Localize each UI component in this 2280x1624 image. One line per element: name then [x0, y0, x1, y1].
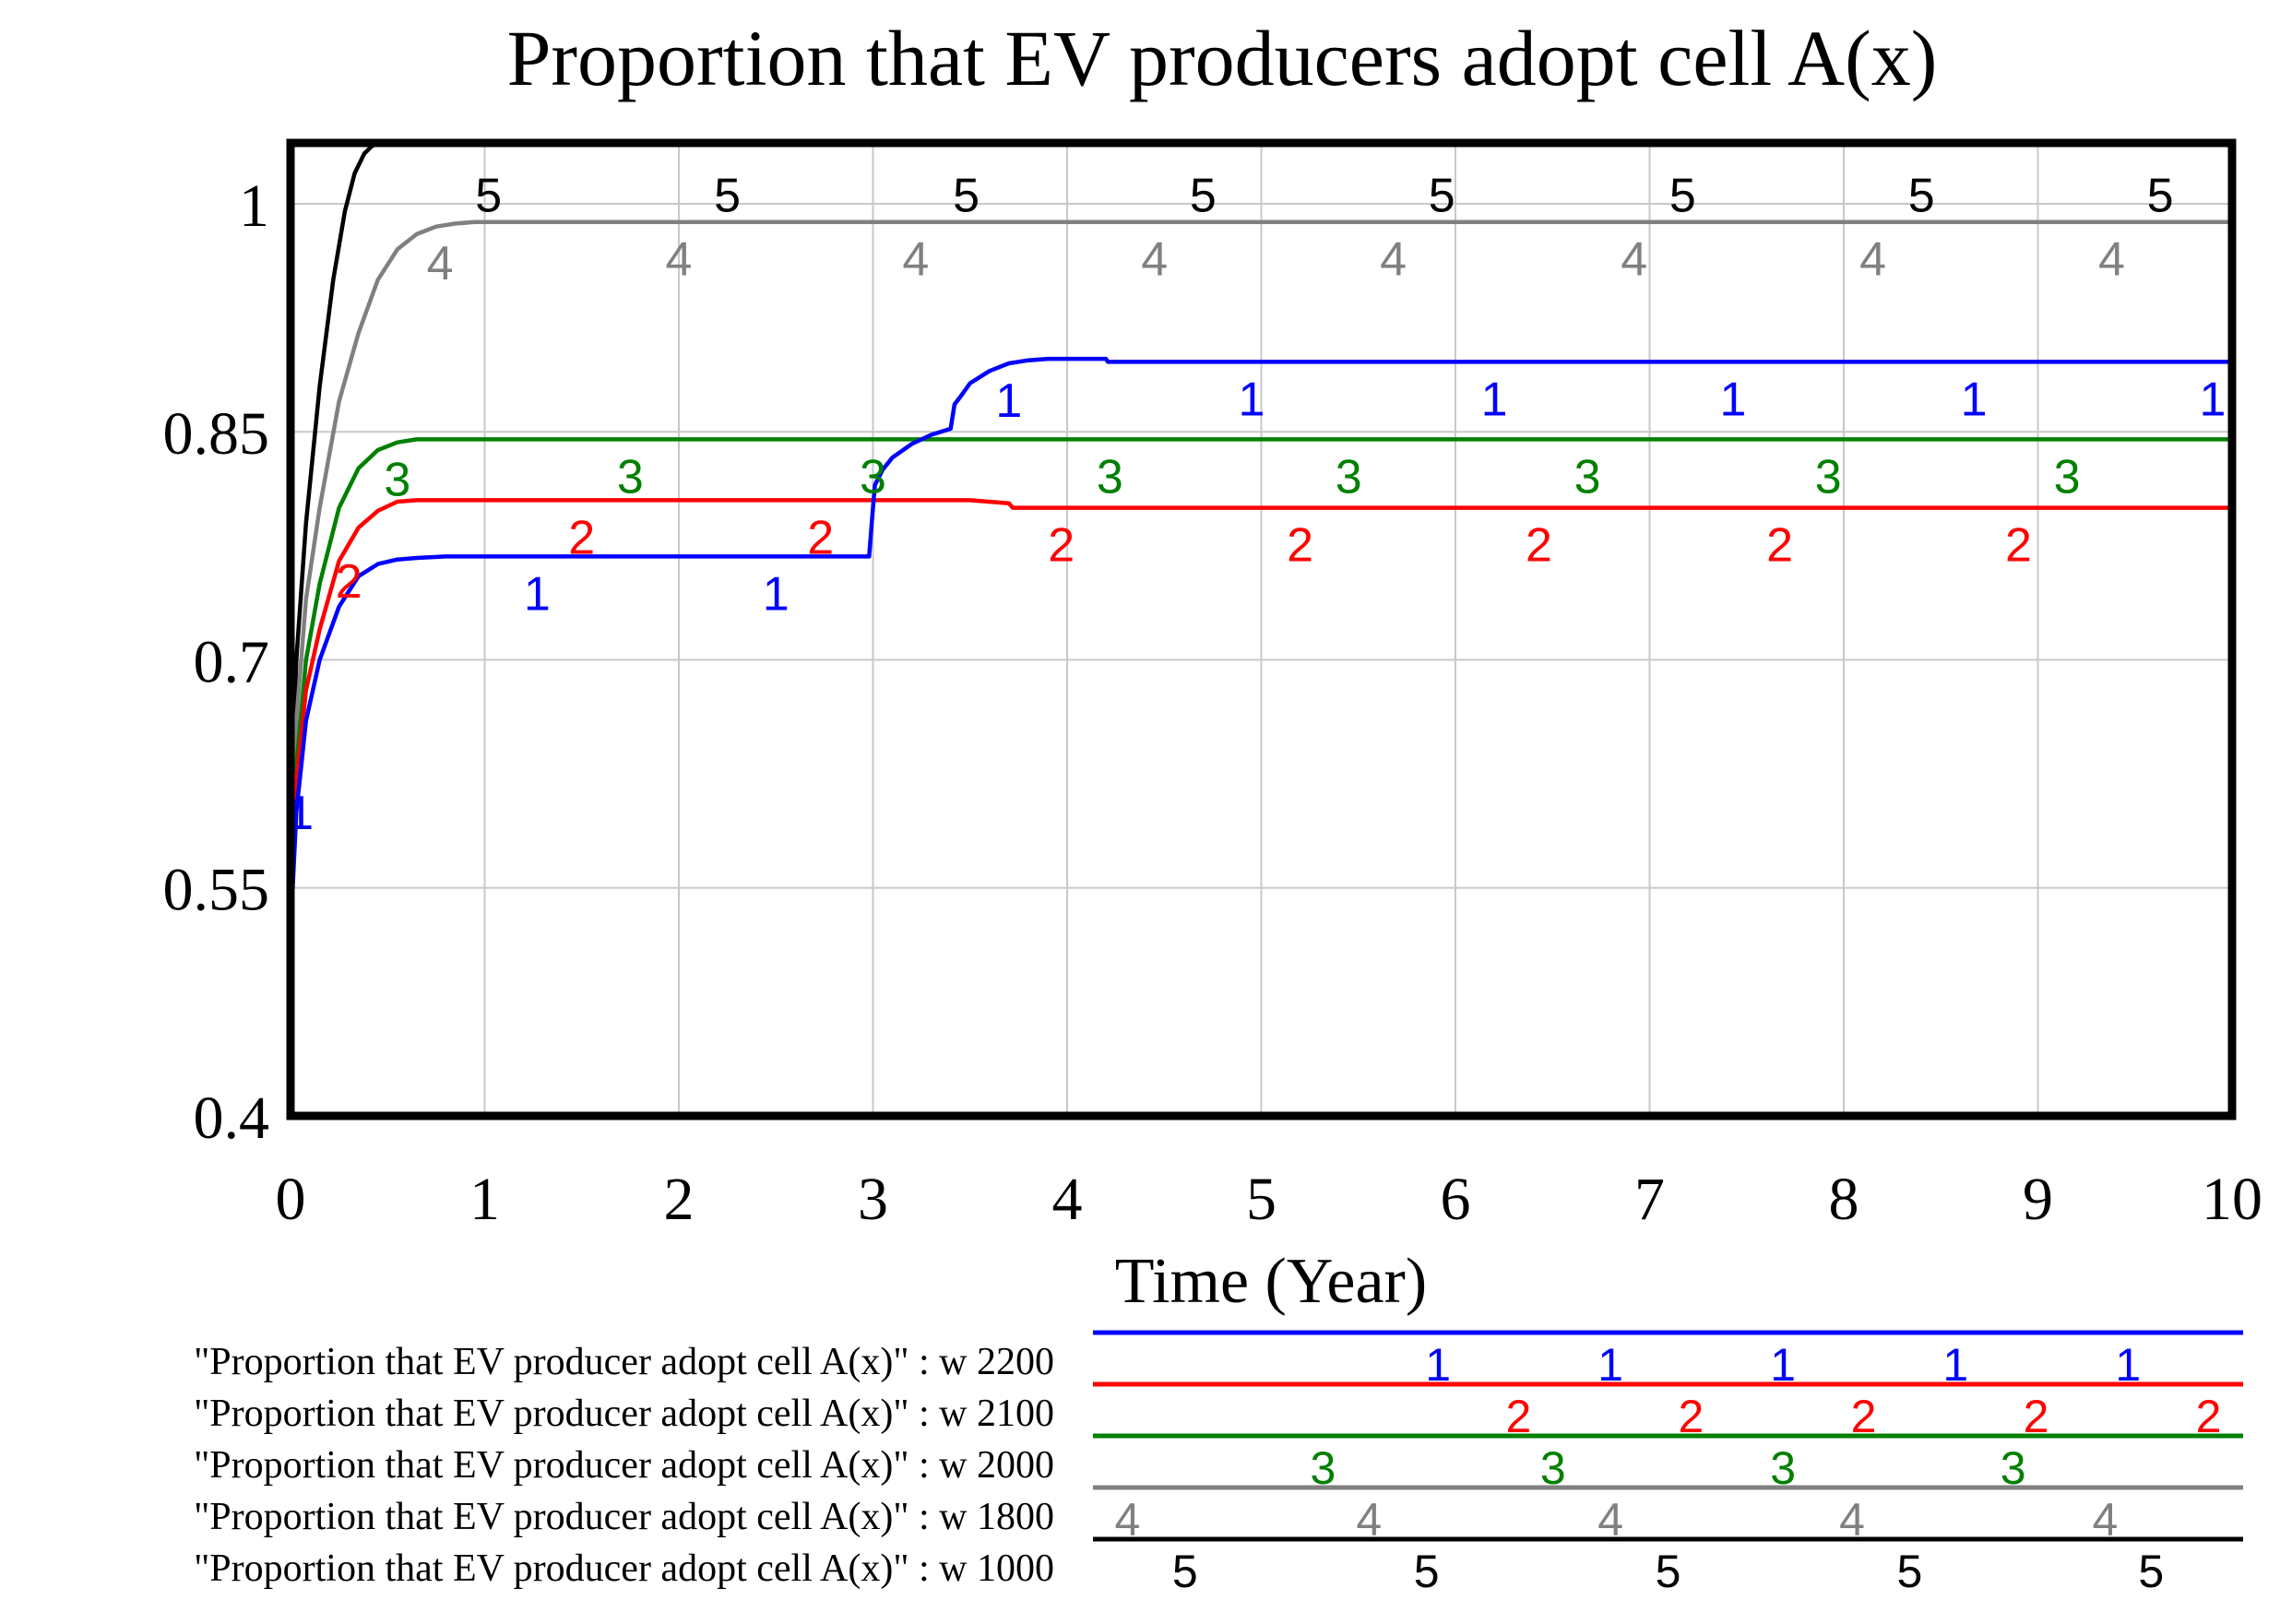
- series-layer: 5 5 5 5 5 5 5 54 4 4 4 4 4 4 43 3 3 3 3 3 3 322 2 2 2 2 2 211 11 1 1 1 1…: [287, 143, 2232, 934]
- series-marker-3: 3: [1815, 450, 1842, 504]
- series-marker-2: 2: [1048, 519, 1075, 573]
- series-line-2: [291, 498, 2232, 888]
- series-marker-5: 5: [475, 169, 502, 222]
- series-marker-4: 4: [1859, 233, 1886, 287]
- series-marker-3: 3: [860, 450, 886, 504]
- series-marker-5: 5: [1190, 169, 1217, 222]
- x-axis-label: Time (Year): [1115, 1246, 1427, 1317]
- series-marker-4: 4: [902, 233, 929, 287]
- series-marker-5: 5: [1908, 169, 1935, 222]
- series-marker-2: 2: [807, 511, 834, 564]
- chart-title: Proportion that EV producers adopt cell …: [507, 14, 1938, 102]
- legend-marker-5: 5: [1172, 1546, 1198, 1597]
- series-marker-2: 2: [568, 511, 595, 564]
- y-axis-ticks: 0.4 0.55 0.7 0.85 1: [163, 172, 270, 1152]
- series-marker-5: 5: [2147, 169, 2174, 222]
- series-marker-1: 1: [524, 567, 551, 621]
- series-marker-1: 1: [1720, 373, 1747, 426]
- series-marker-1: 1: [2199, 373, 2226, 426]
- grid-layer: [291, 143, 2232, 1116]
- x-tick-label: 4: [1052, 1166, 1083, 1233]
- series-marker-2: 2: [1766, 519, 1793, 573]
- series-marker-5: 5: [953, 169, 980, 222]
- series-marker-1: 1: [1239, 373, 1265, 426]
- y-tick-label: 0.85: [163, 400, 270, 468]
- y-tick-label: 1: [239, 172, 269, 240]
- legend-label-1: "Proportion that EV producer adopt cell …: [194, 1341, 1054, 1383]
- x-tick-label: 8: [1829, 1166, 1859, 1233]
- series-line-1: [291, 356, 2232, 934]
- series-marker-2: 2: [2005, 519, 2032, 573]
- series-marker-4: 4: [1380, 233, 1407, 287]
- series-marker-1: 1: [1481, 373, 1508, 426]
- series-marker-3: 3: [617, 450, 644, 504]
- legend-label-4: "Proportion that EV producer adopt cell …: [194, 1496, 1054, 1538]
- series-marker-4: 4: [666, 233, 693, 287]
- plot-frame: [286, 138, 2237, 1120]
- legend-marker-5: 5: [1896, 1546, 1922, 1597]
- legend-marker-5: 5: [1414, 1546, 1440, 1597]
- series-line-4: [291, 219, 2232, 843]
- legend-label-5: "Proportion that EV producer adopt cell …: [194, 1547, 1054, 1590]
- x-axis-ticks: 0 1 2 3 4 5 6 7 8 9 10: [276, 1166, 2263, 1233]
- y-tick-label: 0.4: [194, 1085, 270, 1152]
- x-tick-label: 7: [1634, 1166, 1665, 1233]
- series-marker-5: 5: [1429, 169, 1455, 222]
- legend-label-3: "Proportion that EV producer adopt cell …: [194, 1444, 1054, 1487]
- series-line-3: [291, 437, 2232, 873]
- legend-marker-5: 5: [1656, 1546, 1681, 1597]
- series-marker-3: 3: [1336, 450, 1362, 504]
- series-marker-2: 2: [1287, 519, 1313, 573]
- x-tick-label: 10: [2202, 1166, 2262, 1233]
- legend-marker-5: 5: [2138, 1546, 2164, 1597]
- series-marker-2: 2: [1526, 519, 1552, 573]
- series-marker-3: 3: [384, 454, 410, 507]
- series-marker-4: 4: [1141, 233, 1168, 287]
- x-tick-label: 1: [469, 1166, 500, 1233]
- x-tick-label: 3: [858, 1166, 888, 1233]
- series-marker-1: 1: [995, 374, 1022, 428]
- x-tick-label: 6: [1441, 1166, 1471, 1233]
- x-tick-label: 9: [2023, 1166, 2053, 1233]
- series-marker-3: 3: [1097, 450, 1123, 504]
- series-marker-5: 5: [1669, 169, 1696, 222]
- y-tick-label: 0.55: [163, 857, 270, 924]
- legend-label-2: "Proportion that EV producer adopt cell …: [194, 1393, 1054, 1435]
- series-marker-1: 1: [1961, 373, 1988, 426]
- x-tick-label: 0: [276, 1166, 306, 1233]
- series-marker-1: 1: [763, 567, 790, 621]
- y-tick-label: 0.7: [194, 628, 270, 695]
- x-tick-label: 2: [664, 1166, 695, 1233]
- series-marker-4: 4: [1621, 233, 1647, 287]
- series-marker-4: 4: [2098, 233, 2125, 287]
- series-marker-4: 4: [427, 237, 454, 290]
- legend: 1 1 1 1 1"Proportion that EV producer adopt …: [194, 1330, 2243, 1597]
- series-marker-3: 3: [2054, 450, 2081, 504]
- series-marker-2: 2: [336, 555, 362, 609]
- x-tick-label: 5: [1246, 1166, 1277, 1233]
- series-line-5: [291, 143, 381, 812]
- series-marker-5: 5: [714, 169, 741, 222]
- series-marker-3: 3: [1574, 450, 1601, 504]
